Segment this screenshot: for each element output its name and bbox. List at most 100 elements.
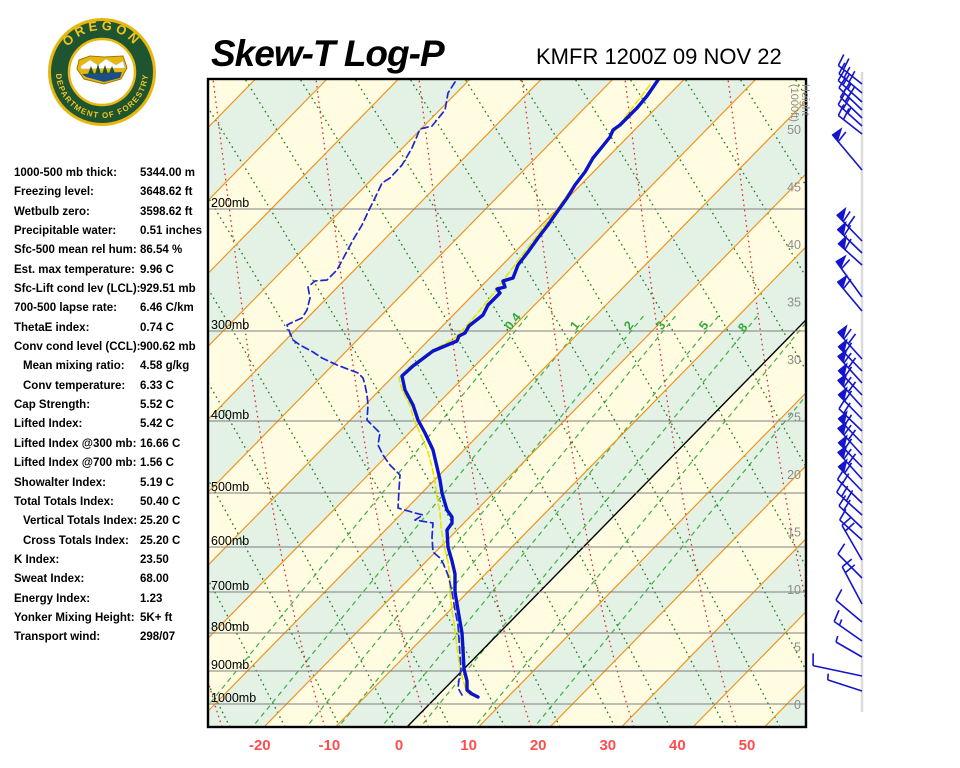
dewpoint-trace (286, 81, 463, 696)
pressure-label: 400mb (211, 408, 249, 422)
height-tick-label: 0 (794, 698, 801, 712)
height-axis-title: Height (799, 84, 811, 116)
sounding-stats: 1000-500 mb thick: 5344.00 m Freezing leve… (14, 167, 214, 651)
station-datetime: KMFR 1200Z 09 NOV 22 (536, 44, 782, 69)
stat-row: K Index: 23.50 (14, 554, 214, 573)
wind-barb (812, 653, 863, 677)
wind-barb (837, 362, 863, 396)
stat-row: Precipitable water: 0.51 inches (14, 225, 214, 244)
dry-adiabat-line (244, 79, 616, 727)
isotherm-line (208, 79, 757, 640)
stat-label: Cap Strength: (14, 399, 91, 412)
pressure-label: 800mb (211, 620, 249, 634)
wind-barb (831, 127, 863, 171)
mixing-ratio-line (380, 315, 719, 727)
mixing-ratio-line (533, 394, 806, 727)
stat-label: Mean mixing ratio: (23, 360, 125, 373)
temp-axis-label: 30 (599, 737, 616, 754)
temperature-band (208, 79, 806, 712)
stat-value: 9.96 C (140, 263, 174, 276)
wind-barb (836, 274, 863, 312)
stat-label: Freezing level: (14, 186, 94, 199)
dry-adiabat-line (464, 79, 806, 672)
temp-axis-label: -10 (319, 737, 341, 754)
wind-barb (838, 62, 863, 94)
chart-border (206, 77, 808, 729)
temperature-band (836, 79, 960, 727)
wind-barb (836, 206, 863, 242)
isotherm-line (478, 391, 806, 727)
stat-value: 25.20 C (140, 515, 181, 528)
stat-row: Cap Strength: 5.52 C (14, 399, 214, 418)
height-tick-label: 25 (787, 411, 801, 425)
dry-adiabat-line (409, 79, 781, 727)
stat-label: Transport wind: (14, 631, 101, 644)
stat-row: Lifted Index @300 mb: 16.66 C (14, 438, 214, 457)
stat-value: 1.23 (140, 592, 163, 605)
temp-axis-label: 40 (669, 737, 686, 754)
stat-row: Energy Index: 1.23 (14, 593, 214, 612)
stat-value: 3598.62 ft (140, 205, 193, 218)
stat-value: 5.19 C (140, 476, 174, 489)
temperature-trace (400, 79, 660, 699)
stat-label: Sfc-500 mean rel hum: (14, 244, 137, 257)
temp-axis-label: -20 (249, 737, 271, 754)
wind-barb (836, 481, 863, 516)
stat-value: 4.58 g/kg (140, 360, 190, 373)
height-tick-label: 15 (787, 526, 801, 540)
pressure-label: 1000mb (211, 691, 256, 705)
isotherm-line (692, 610, 806, 727)
stat-value: 0.74 C (140, 321, 174, 334)
stat-row: Wetbulb zero: 3598.62 ft (14, 206, 214, 225)
stat-label: K Index: (14, 553, 60, 566)
wind-barb (837, 234, 863, 266)
stat-value: 6.46 C/km (140, 302, 194, 315)
height-tick-label: 10 (787, 583, 801, 597)
stat-label: Vertical Totals Index: (23, 515, 138, 528)
isotherm-line (263, 173, 806, 727)
stat-value: 5.52 C (140, 399, 174, 412)
mixing-ratio-line (473, 321, 806, 727)
stat-label: 1000-500 mb thick: (14, 167, 117, 179)
mixing-ratio-line (337, 315, 676, 727)
wind-barb (841, 516, 863, 561)
stat-row: Sfc-500 mean rel hum: 86.54 % (14, 244, 214, 263)
temp-axis-label: 50 (739, 737, 756, 754)
stat-label: Est. max temperature: (14, 263, 135, 276)
stat-label: Lifted Index: (14, 418, 83, 431)
wind-barb (835, 254, 863, 298)
temperature-band (208, 79, 256, 128)
height-axis-title: (1000ft) (788, 84, 800, 122)
height-tick-label: 20 (787, 468, 801, 482)
isotherm-line (836, 79, 960, 727)
wind-barb (838, 397, 863, 432)
mixing-ratio-line (208, 315, 528, 707)
stat-value: 929.51 mb (140, 283, 196, 296)
dry-adiabat-line (574, 79, 806, 469)
stat-row: Lifted Index @700 mb: 1.56 C (14, 457, 214, 476)
pressure-label: 200mb (211, 196, 249, 210)
stat-row: Showalter Index: 5.19 C (14, 477, 214, 496)
stat-row: ThetaE index: 0.74 C (14, 322, 214, 341)
stat-row: Sfc-Lift cond lev (LCL): 929.51 mb (14, 283, 214, 302)
isotherm-line (208, 79, 328, 202)
zero-isotherm-line (406, 318, 806, 727)
stat-value: 0.51 inches (140, 225, 203, 238)
stat-label: Showalter Index: (14, 476, 107, 489)
pressure-label: 600mb (211, 534, 249, 548)
logo-oregon-art (76, 55, 128, 85)
stat-value: 68.00 (140, 573, 169, 586)
stat-row: Est. max temperature: 9.96 C (14, 264, 214, 283)
stat-value: 86.54 % (140, 244, 183, 257)
dry-adiabat-line (208, 106, 561, 727)
page-title: Skew-T Log-P (211, 33, 445, 74)
temp-axis-label: 0 (395, 737, 403, 754)
height-tick-label: 5 (794, 641, 801, 655)
stat-value: 25.20 C (140, 534, 181, 547)
stat-label: Cross Totals Index: (23, 534, 129, 547)
stat-value: 6.33 C (140, 379, 174, 392)
stat-label: Sfc-Lift cond lev (LCL): (14, 283, 141, 296)
dry-adiabat-line (629, 79, 806, 372)
isotherm-line (335, 246, 806, 727)
stat-value: 50.40 C (140, 495, 181, 508)
